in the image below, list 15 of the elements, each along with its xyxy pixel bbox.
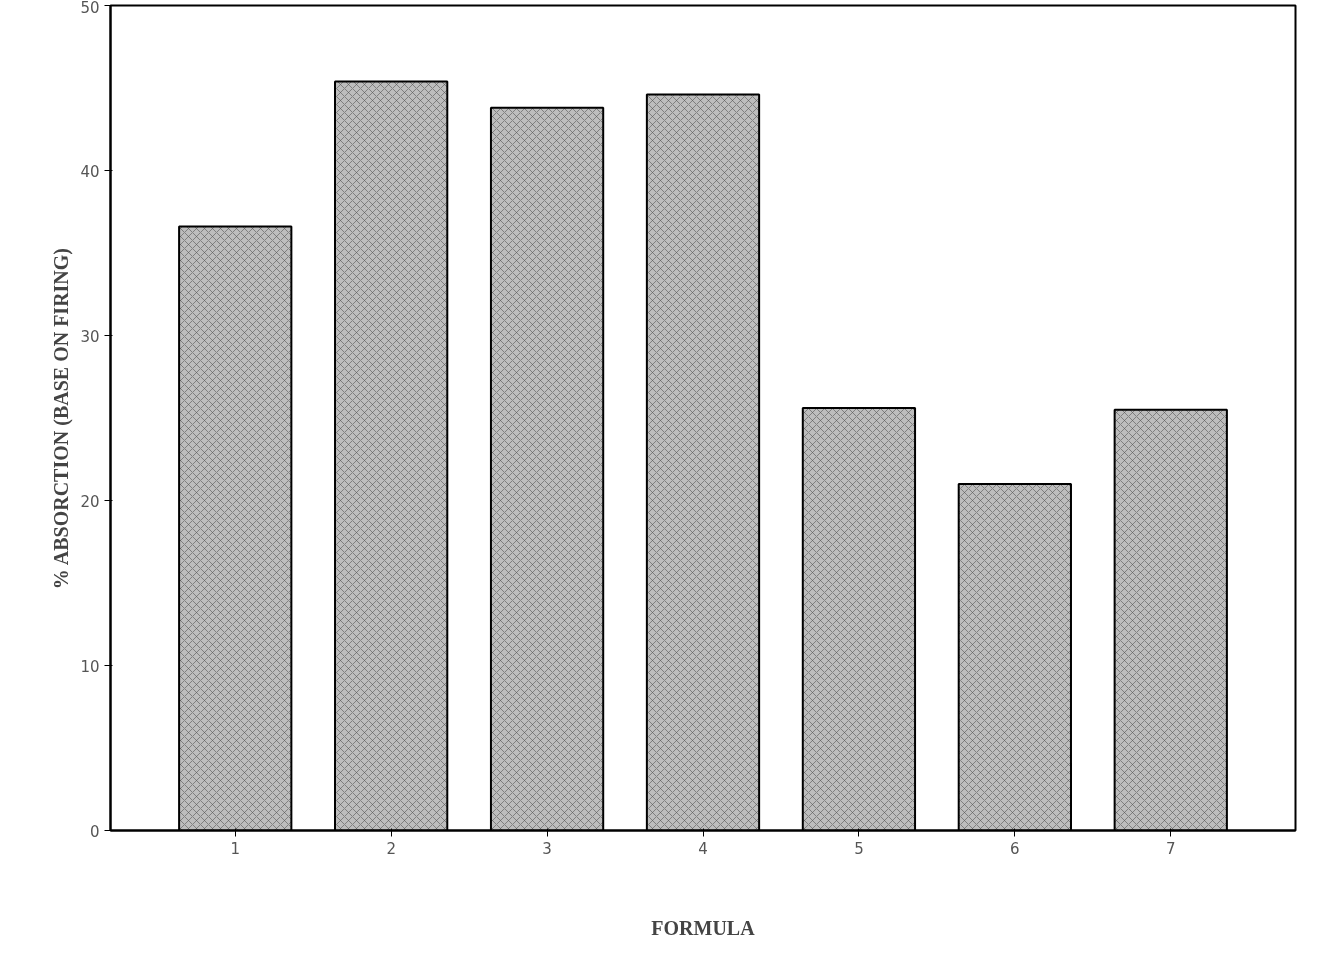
x-tick-label: 2 xyxy=(386,839,396,858)
y-tick-label: 20 xyxy=(80,492,100,511)
x-tick-label: 6 xyxy=(1010,839,1020,858)
x-tick-label: 4 xyxy=(698,839,708,858)
y-tick-label: 10 xyxy=(80,657,100,676)
x-tick-label: 1 xyxy=(230,839,241,858)
x-tick-label: 3 xyxy=(542,839,552,858)
x-axis-title: FORMULA xyxy=(651,916,756,939)
y-tick-label: 50 xyxy=(80,0,100,17)
y-axis-title: % ABSORCTION (BASE ON FIRING) xyxy=(50,247,74,590)
y-tick-label: 40 xyxy=(80,162,100,181)
y-tick-label: 30 xyxy=(80,327,100,346)
y-tick-label: 0 xyxy=(89,822,100,841)
x-tick-label: 5 xyxy=(854,839,864,858)
x-tick-label: 7 xyxy=(1165,839,1176,858)
